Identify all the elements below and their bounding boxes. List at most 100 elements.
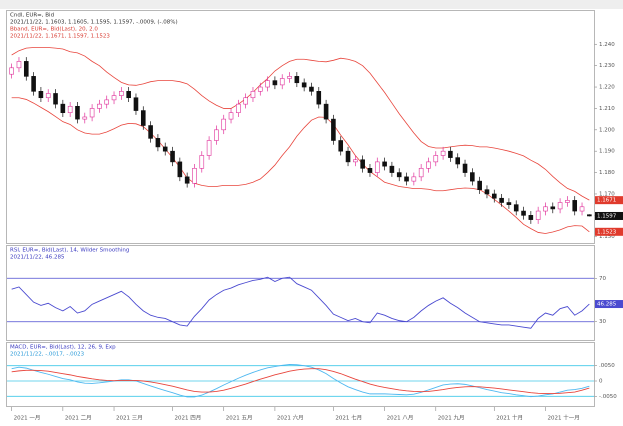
upper-tag: 1.1671 xyxy=(597,198,616,204)
candle-body xyxy=(557,202,563,210)
candle-body xyxy=(491,193,497,199)
candle-body xyxy=(148,125,153,139)
candle-body xyxy=(440,150,446,156)
candle-body xyxy=(455,157,461,165)
candle-body xyxy=(382,161,387,167)
candle-body xyxy=(301,82,307,88)
candle-body xyxy=(572,200,578,212)
top-bar xyxy=(0,0,623,9)
main-pane xyxy=(6,10,595,244)
candle-body xyxy=(250,91,256,99)
candle-body xyxy=(528,215,534,220)
candle-body xyxy=(506,202,512,205)
candle-body xyxy=(221,118,227,131)
rsi-subtitle: 2021/11/22, 46.285 xyxy=(10,255,65,261)
candle-body xyxy=(396,172,402,178)
candle-body xyxy=(97,103,102,109)
candle-body xyxy=(499,197,504,203)
y-tick-label: 1.210 xyxy=(599,106,615,112)
rsi-pane xyxy=(6,245,595,341)
candle-body xyxy=(411,176,417,182)
candle-body xyxy=(433,155,439,163)
candle-body xyxy=(170,150,175,163)
candle-body xyxy=(184,176,190,184)
candle-body xyxy=(104,99,110,105)
candle-body xyxy=(265,80,270,88)
candle-body xyxy=(565,200,570,203)
candle-body xyxy=(192,167,197,184)
candle-body xyxy=(353,159,358,163)
series-line xyxy=(11,363,590,398)
x-tick-label: 2021 十一月 xyxy=(547,414,579,422)
candle-body xyxy=(67,105,73,114)
candle-body xyxy=(53,93,58,105)
candle-body xyxy=(89,108,95,118)
candle-body xyxy=(75,105,80,120)
candle-body xyxy=(374,161,380,173)
y-tick-label: 1.180 xyxy=(599,170,615,176)
y-tick-label: .0050 xyxy=(599,363,615,369)
candle-body xyxy=(287,76,292,79)
y-tick-label: 0 xyxy=(599,379,603,385)
candle-body xyxy=(550,206,556,210)
candle-body xyxy=(294,76,300,84)
y-tick-label: 30 xyxy=(599,319,606,325)
candle-body xyxy=(214,129,219,141)
candle-body xyxy=(82,116,88,120)
candle-body xyxy=(23,61,29,77)
candle-body xyxy=(360,159,365,169)
x-tick-label: 2021 五月 xyxy=(226,415,253,422)
candle-body xyxy=(243,97,248,105)
candle-body xyxy=(111,95,117,101)
candle-body xyxy=(155,138,161,148)
candle-body xyxy=(426,161,431,169)
main-subtitle: 2021/11/22, 1.1603, 1.1605, 1.1595, 1.15… xyxy=(10,20,178,26)
candle-body xyxy=(199,155,205,169)
upper-tag-box xyxy=(595,196,623,205)
candle-body xyxy=(484,189,490,195)
candle-body xyxy=(140,110,146,126)
candle-body xyxy=(470,172,475,182)
price-tag-box xyxy=(595,211,623,220)
price-tag: 1.1597 xyxy=(597,213,617,219)
candle-body xyxy=(477,180,482,190)
candle-body xyxy=(309,86,314,92)
candle-body xyxy=(279,78,285,86)
bband-subtitle: 2021/11/22, 1.1671, 1.1597, 1.1523 xyxy=(10,34,110,40)
rsi-tag-box xyxy=(595,300,623,309)
bband-title: Bband, EUR=, Bid(Last), 20, 2.0 xyxy=(10,27,98,33)
rsi-title: RSI, EUR=, Bid(Last), 14, Wilder Smoothi… xyxy=(10,248,129,254)
candle-body xyxy=(338,140,344,152)
candle-body xyxy=(448,150,453,158)
y-tick-label: 1.170 xyxy=(599,191,615,197)
candle-body xyxy=(236,103,241,114)
x-tick-label: 2021 十月 xyxy=(496,414,523,422)
candle-body xyxy=(38,91,44,99)
candle-body xyxy=(323,103,329,120)
x-tick-label: 2021 九月 xyxy=(438,414,465,422)
candle-body xyxy=(513,204,519,212)
candle-body xyxy=(257,86,263,92)
bband-upper xyxy=(11,47,590,201)
main-title: Cndl, EUR=, Bid xyxy=(10,13,54,19)
rsi-tag: 46.285 xyxy=(597,302,617,308)
lower-tag: 1.1523 xyxy=(597,229,617,235)
candle-body xyxy=(331,118,336,141)
candle-body xyxy=(521,210,526,216)
x-tick-label: 2021 二月 xyxy=(65,415,92,422)
candle-body xyxy=(206,140,212,156)
candle-body xyxy=(31,76,36,92)
candle-body xyxy=(543,206,548,212)
y-tick-label: 1.230 xyxy=(599,63,615,69)
series-line xyxy=(11,368,590,395)
candle-body xyxy=(9,67,14,75)
candle-body xyxy=(367,167,373,173)
y-tick-label: -.0050 xyxy=(599,394,617,400)
lower-tag-box xyxy=(595,227,623,236)
x-tick-label: 2021 一月 xyxy=(14,415,41,422)
x-tick-label: 2021 三月 xyxy=(116,415,143,422)
series-line xyxy=(11,276,590,329)
candle-body xyxy=(579,206,585,212)
